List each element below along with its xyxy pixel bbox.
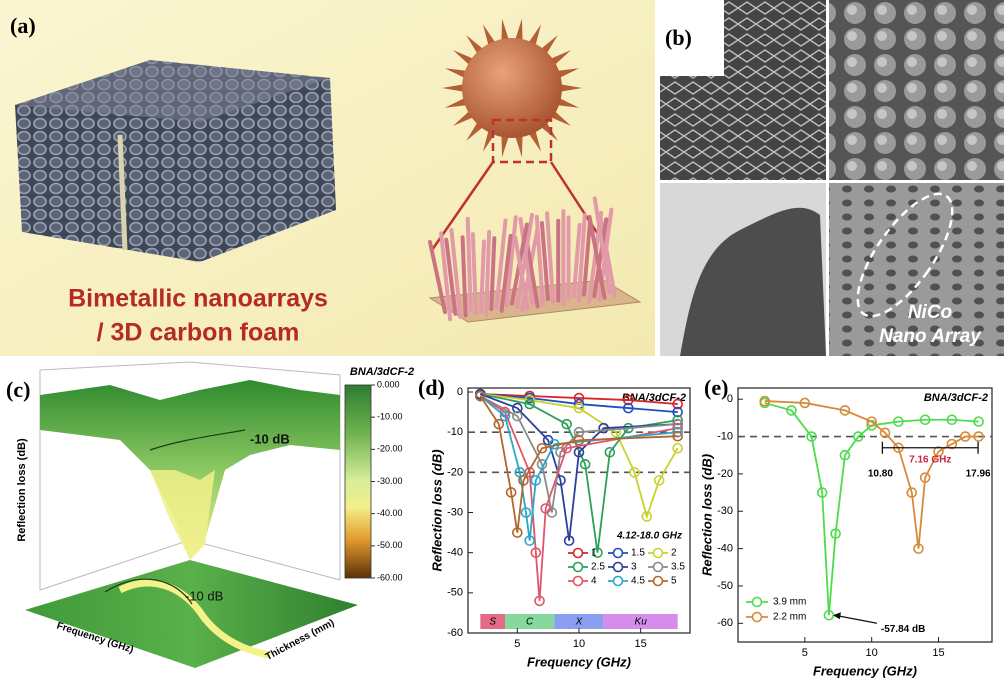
colorbar — [345, 385, 371, 578]
panel-label: (b) — [665, 25, 692, 50]
y-axis-label: Reflection loss (dB) — [429, 449, 444, 571]
legend-marker — [614, 549, 623, 558]
legend-label: 2.5 — [591, 562, 605, 573]
y-tick-label: -30 — [447, 506, 463, 518]
colorbar-tick-label: -60.00 — [377, 572, 403, 582]
x-tick-label: 15 — [932, 647, 944, 659]
y-tick-label: -50 — [717, 580, 733, 592]
chart-title: BNA/3dCF-2 — [350, 366, 414, 378]
band-label: S — [489, 617, 496, 628]
legend-label: 3.9 mm — [773, 597, 806, 608]
legend-marker — [574, 549, 583, 558]
legend-marker — [654, 577, 663, 586]
colorbar-tick-label: 0.000 — [377, 379, 400, 389]
y-tick-label: -40 — [447, 547, 463, 559]
legend-label: 4 — [591, 576, 597, 587]
sem-image — [829, 0, 1004, 180]
legend-label: 3 — [631, 562, 637, 573]
panel-label: (a) — [10, 13, 36, 38]
panel-label: (c) — [6, 377, 30, 402]
panel-label: (d) — [418, 375, 445, 400]
band-label: Ku — [635, 617, 648, 628]
annotation: -10 dB — [185, 588, 223, 603]
y-tick-label: -10 — [717, 430, 733, 442]
nano-label: Nano Array — [879, 326, 982, 347]
band-label: X — [575, 617, 583, 628]
legend-marker — [614, 577, 623, 586]
caption: / 3D carbon foam — [97, 319, 300, 347]
y-tick-label: -20 — [717, 468, 733, 480]
legend-marker — [654, 563, 663, 572]
y-tick-label: -30 — [717, 505, 733, 517]
annotation: -10 dB — [250, 431, 290, 446]
legend-marker — [574, 563, 583, 572]
colorbar-tick-label: -50.00 — [377, 540, 403, 550]
legend-label: 1.5 — [631, 548, 645, 559]
urchin-body — [462, 38, 562, 138]
legend-marker — [614, 563, 623, 572]
y-tick-label: -10 — [447, 426, 463, 438]
y-tick-label: -50 — [447, 587, 463, 599]
legend-label: 4.5 — [631, 576, 645, 587]
colorbar-tick-label: -10.00 — [377, 412, 403, 422]
y-axis-label: Reflection loss (dB) — [699, 454, 714, 576]
legend-label: 3.5 — [671, 562, 685, 573]
legend-label: 5 — [671, 576, 677, 587]
x-axis-label: Frequency (GHz) — [813, 663, 917, 678]
colorbar-tick-label: -30.00 — [377, 476, 403, 486]
surface-peak — [150, 470, 215, 560]
nano-label: NiCo — [908, 302, 952, 323]
legend-marker — [654, 549, 663, 558]
x-axis-label: Frequency (GHz) — [527, 654, 631, 669]
x-tick-label: 15 — [635, 638, 647, 650]
x-tick-label: 10 — [573, 638, 585, 650]
annotation: 4.12-18.0 GHz — [616, 531, 682, 542]
y-tick-label: -40 — [717, 543, 733, 555]
min-annotation: -57.84 dB — [881, 624, 925, 635]
bandwidth-label: 7.16 GHz — [909, 454, 951, 465]
x-tick-label: 10 — [866, 647, 878, 659]
legend-label: 2.2 mm — [773, 612, 806, 623]
y-tick-label: 0 — [457, 386, 463, 398]
x-tick-label: 5 — [802, 647, 808, 659]
z-axis-label: Reflection loss (dB) — [16, 438, 28, 542]
panel-label: (e) — [704, 375, 728, 400]
band-label: C — [526, 617, 534, 628]
colorbar-tick-label: -40.00 — [377, 508, 403, 518]
y-tick-label: -60 — [447, 627, 463, 639]
bandwidth-to: 17.96 — [966, 468, 991, 479]
legend-marker — [574, 577, 583, 586]
floor-contour — [25, 560, 358, 668]
legend-marker — [753, 613, 762, 622]
y-tick-label: -20 — [447, 466, 463, 478]
x-tick-label: 5 — [514, 638, 520, 650]
y-tick-label: -60 — [717, 617, 733, 629]
legend-label: 2 — [671, 548, 677, 559]
colorbar-tick-label: -20.00 — [377, 444, 403, 454]
legend-label: 1 — [591, 548, 597, 559]
bandwidth-from: 10.80 — [868, 468, 893, 479]
caption: Bimetallic nanoarrays — [68, 285, 328, 313]
chart-title: BNA/3dCF-2 — [924, 392, 988, 404]
legend-marker — [753, 598, 762, 607]
